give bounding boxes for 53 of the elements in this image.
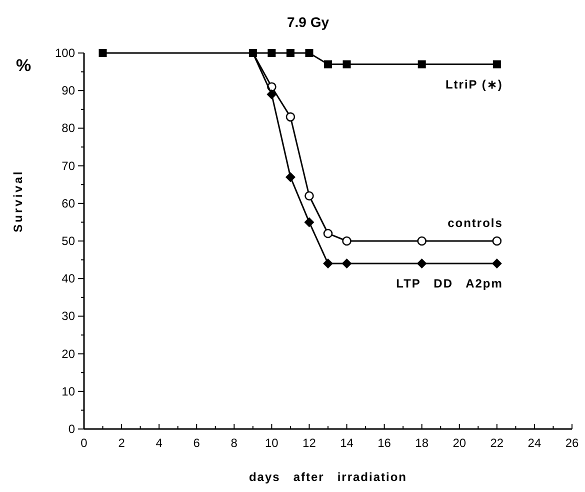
x-tick-label: 26 — [565, 436, 579, 450]
y-tick-label: 10 — [62, 384, 76, 398]
x-tick-label: 8 — [230, 436, 238, 450]
series-label: controls — [448, 216, 503, 230]
point — [492, 60, 501, 68]
point — [324, 60, 332, 68]
x-tick-label: 14 — [340, 436, 354, 450]
y-tick-label: 80 — [62, 121, 76, 136]
x-tick-label: 22 — [490, 436, 504, 450]
x-axis-title: days after irradiation — [248, 470, 408, 484]
point — [304, 217, 314, 228]
y-tick-label: 70 — [62, 158, 76, 173]
point — [266, 89, 277, 100]
chart-title: 7.9 Gy — [286, 14, 330, 30]
y-tick-label: 40 — [62, 272, 76, 286]
point — [98, 49, 107, 57]
point — [268, 49, 276, 57]
point — [417, 236, 426, 246]
point — [342, 258, 352, 269]
x-tick-label: 18 — [415, 436, 429, 450]
x-tick-label: 16 — [378, 436, 392, 450]
point — [305, 49, 314, 57]
y-axis-title: Survival — [11, 170, 25, 232]
x-tick-label: 6 — [193, 436, 200, 450]
point — [416, 258, 427, 269]
point — [492, 236, 502, 246]
text: % — [16, 56, 32, 75]
x-tick-label: 24 — [528, 436, 542, 450]
y-tick-label: 100 — [54, 46, 76, 60]
point — [286, 112, 296, 122]
y-tick-label: 50 — [62, 234, 76, 248]
point — [286, 49, 294, 57]
x-tick-label: 2 — [118, 436, 126, 450]
point — [285, 172, 296, 182]
series-label: LtriP (∗) — [445, 77, 503, 92]
point — [323, 228, 333, 238]
point — [323, 258, 333, 269]
y-tick-label: 60 — [62, 196, 76, 210]
point — [342, 236, 352, 246]
y-tick-label: 30 — [62, 309, 76, 324]
point — [342, 60, 351, 68]
y-tick-label: 90 — [62, 84, 76, 98]
point — [418, 60, 426, 68]
point — [492, 258, 502, 269]
x-tick-label: 0 — [80, 436, 88, 450]
series-label: LTP DD A2pm — [396, 276, 503, 291]
x-tick-label: 4 — [156, 436, 163, 450]
y-tick-label: 0 — [68, 422, 76, 436]
x-tick-label: 10 — [265, 436, 279, 450]
point — [304, 191, 314, 201]
x-tick-label: 12 — [302, 436, 316, 450]
y-tick-label: 20 — [62, 346, 76, 361]
x-tick-label: 20 — [452, 436, 466, 450]
